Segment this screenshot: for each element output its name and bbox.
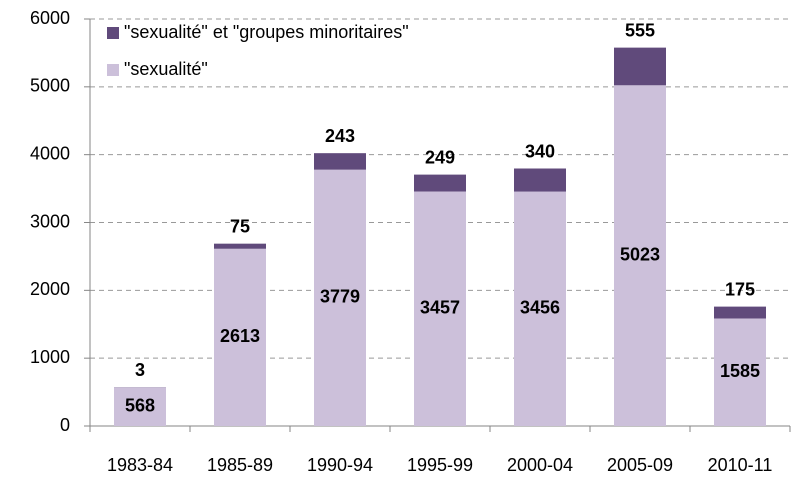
bar-segment: [514, 168, 566, 192]
data-label: 3456: [520, 298, 560, 318]
y-tick-label: 0: [60, 415, 70, 435]
y-tick-label: 1000: [30, 347, 70, 367]
legend-swatch: [107, 27, 119, 39]
data-label: 5023: [620, 244, 660, 264]
y-tick-label: 2000: [30, 279, 70, 299]
y-tick-label: 3000: [30, 211, 70, 231]
y-tick-label: 6000: [30, 8, 70, 28]
x-tick-label: 2000-04: [507, 455, 573, 475]
x-tick-label: 1995-99: [407, 455, 473, 475]
data-label: 3: [135, 360, 145, 380]
data-label: 3457: [420, 298, 460, 318]
data-label: 555: [625, 20, 655, 40]
data-label: 340: [525, 141, 555, 161]
bar-segment: [414, 174, 466, 192]
legend-swatch: [107, 64, 119, 76]
bar-segment: [314, 153, 366, 170]
data-label: 568: [125, 395, 155, 415]
bar-segment: [214, 248, 266, 426]
data-label: 249: [425, 147, 455, 167]
bar-segment: [514, 191, 566, 426]
bar-segment: [614, 47, 666, 86]
x-tick-label: 1985-89: [207, 455, 273, 475]
data-label: 243: [325, 126, 355, 146]
bar-segment: [414, 191, 466, 426]
x-tick-label: 1983-84: [107, 455, 173, 475]
x-tick-label: 2010-11: [708, 455, 773, 475]
bar-segment: [214, 243, 266, 249]
data-label: 3779: [320, 287, 360, 307]
bar-segment: [114, 387, 166, 426]
data-label: 1585: [720, 361, 760, 381]
bar-segment: [614, 85, 666, 426]
y-tick-label: 4000: [30, 143, 70, 163]
bar-segment: [714, 306, 766, 319]
legend-label: "sexualité": [124, 59, 208, 79]
y-tick-label: 5000: [30, 76, 70, 96]
data-label: 175: [725, 279, 755, 299]
data-label: 2613: [220, 326, 260, 346]
bar-segment: [314, 169, 366, 426]
data-label: 75: [230, 216, 250, 236]
bar-segment: [714, 318, 766, 426]
legend-label: "sexualité" et "groupes minoritaires": [124, 22, 409, 42]
x-tick-label: 1990-94: [307, 455, 373, 475]
x-tick-label: 2005-09: [607, 455, 673, 475]
